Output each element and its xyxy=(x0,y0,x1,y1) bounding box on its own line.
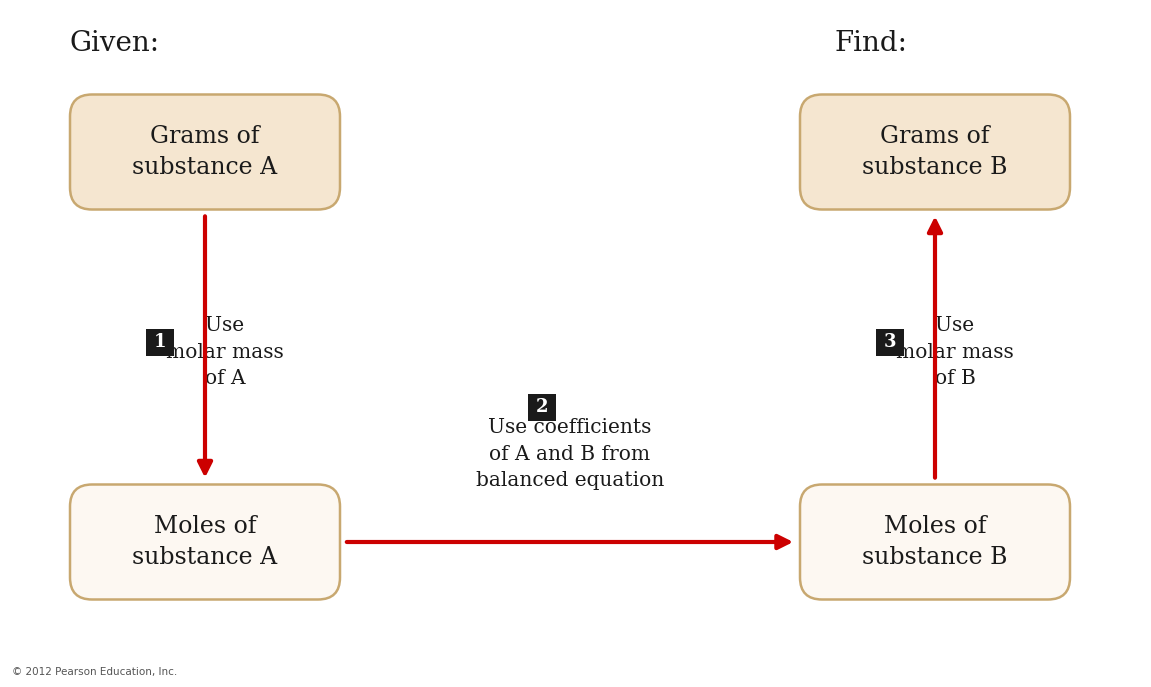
Text: Given:: Given: xyxy=(70,30,160,56)
FancyBboxPatch shape xyxy=(876,328,904,355)
Text: Moles of
substance B: Moles of substance B xyxy=(862,515,1008,569)
FancyBboxPatch shape xyxy=(70,95,340,210)
Text: Use
molar mass
of B: Use molar mass of B xyxy=(897,316,1014,388)
Text: 3: 3 xyxy=(884,333,897,351)
Text: Find:: Find: xyxy=(834,30,908,56)
Text: Use coefficients
of A and B from
balanced equation: Use coefficients of A and B from balance… xyxy=(475,418,664,490)
Text: 1: 1 xyxy=(154,333,166,351)
Text: © 2012 Pearson Education, Inc.: © 2012 Pearson Education, Inc. xyxy=(12,667,177,677)
Text: Grams of
substance B: Grams of substance B xyxy=(862,125,1008,179)
FancyBboxPatch shape xyxy=(70,484,340,600)
Text: Grams of
substance A: Grams of substance A xyxy=(132,125,277,179)
FancyBboxPatch shape xyxy=(800,95,1070,210)
Text: Moles of
substance A: Moles of substance A xyxy=(132,515,277,569)
FancyBboxPatch shape xyxy=(528,394,556,420)
Text: Use
molar mass
of A: Use molar mass of A xyxy=(166,316,284,388)
FancyBboxPatch shape xyxy=(800,484,1070,600)
FancyBboxPatch shape xyxy=(146,328,174,355)
Text: 2: 2 xyxy=(535,398,548,416)
